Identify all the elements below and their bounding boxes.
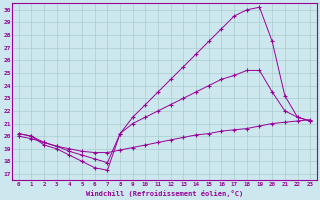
X-axis label: Windchill (Refroidissement éolien,°C): Windchill (Refroidissement éolien,°C) (86, 190, 243, 197)
